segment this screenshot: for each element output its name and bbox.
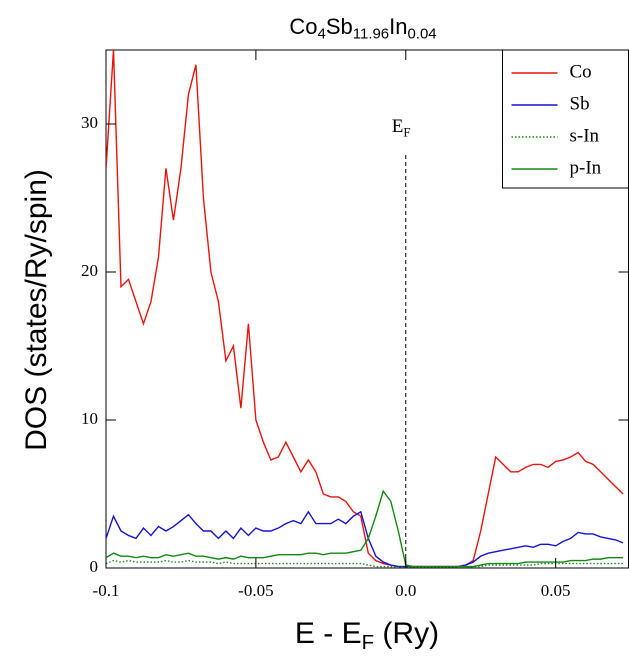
- legend-label: p-In: [570, 157, 602, 178]
- series-line: [106, 510, 624, 568]
- legend-label: Co: [570, 61, 592, 82]
- x-axis-label: E - EF (Ry): [295, 617, 439, 654]
- x-tick-label: -0.1: [93, 581, 120, 600]
- x-tick-label: 0.0: [395, 581, 416, 600]
- fermi-label: EF: [392, 116, 411, 139]
- subscript: 11.96: [353, 26, 389, 43]
- legend-box: [502, 49, 629, 189]
- y-axis-label: DOS (states/Ry/spin): [20, 169, 53, 451]
- x-tick-label: -0.05: [238, 581, 273, 600]
- series-line: [106, 489, 624, 568]
- y-tick-label: 20: [81, 261, 98, 280]
- subscript: F: [403, 125, 410, 140]
- text-part: E: [392, 116, 404, 137]
- chart-title: Co4Sb11.96In0.04: [289, 14, 436, 43]
- series-line: [106, 50, 624, 568]
- y-tick-label: 10: [81, 409, 98, 428]
- y-tick-label: 30: [81, 113, 98, 132]
- subscript: F: [362, 632, 374, 654]
- legend-label: s-In: [570, 125, 600, 146]
- text-part: Co: [289, 14, 317, 39]
- text-part: Sb: [326, 14, 353, 39]
- text-part: E - E: [295, 617, 362, 650]
- y-tick-label: 0: [90, 557, 99, 576]
- subscript: 4: [318, 26, 326, 43]
- legend-label: Sb: [570, 93, 590, 114]
- subscript: 0.04: [407, 26, 436, 43]
- x-tick-label: 0.05: [541, 581, 571, 600]
- plot-area: [106, 50, 624, 568]
- series-line: [106, 559, 624, 568]
- text-part: (Ry): [374, 617, 439, 650]
- text-part: In: [389, 14, 407, 39]
